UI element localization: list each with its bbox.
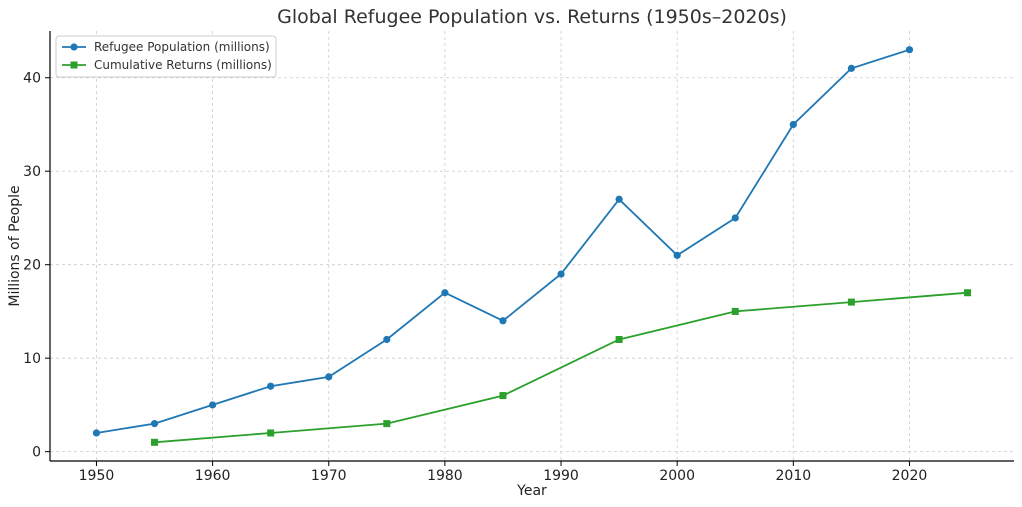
x-tick-label-1950: 1950 — [79, 468, 115, 484]
y-tick-label-0: 0 — [32, 445, 41, 461]
axes — [49, 31, 1014, 462]
x-axis-label: Year — [516, 483, 547, 499]
series-2-point-2015 — [847, 298, 855, 306]
series-1-point-1975 — [383, 335, 391, 344]
series-2-point-1985 — [499, 392, 507, 400]
legend-marker-1 — [70, 43, 78, 51]
y-tick-label-10: 10 — [23, 351, 41, 367]
x-tick-label-2010: 2010 — [776, 468, 812, 484]
series-1-point-1965 — [267, 382, 275, 390]
series-1-point-1995 — [615, 195, 623, 203]
x-tick-label-1980: 1980 — [427, 468, 463, 484]
series-1-point-1985 — [499, 317, 507, 325]
legend-box — [55, 35, 277, 78]
y-tick-label-30: 30 — [23, 164, 41, 180]
series-1-point-1970 — [325, 373, 333, 381]
x-tick-label-2000: 2000 — [659, 468, 695, 484]
y-tick-label-40: 40 — [23, 71, 41, 87]
y-axis-ticks: 0 10 20 30 40 — [23, 71, 50, 461]
x-tick-label-1990: 1990 — [543, 468, 579, 484]
series-2-point-1965 — [267, 429, 275, 437]
x-tick-label-2020: 2020 — [892, 468, 928, 484]
x-tick-label-1970: 1970 — [311, 468, 347, 484]
series-1-point-1960 — [209, 401, 217, 409]
series-2-point-2005 — [731, 307, 739, 315]
series-1-point-2005 — [731, 214, 739, 222]
data-series — [92, 46, 972, 446]
chart-title: Global Refugee Population vs. Returns (1… — [277, 6, 787, 28]
legend-marker-2 — [70, 61, 78, 69]
chart-legend: Refugee Population (millions) Cumulative … — [55, 35, 277, 78]
series-2-line — [154, 291, 968, 444]
series-1-point-1955 — [150, 420, 159, 428]
x-axis-ticks: 1950 1960 1970 1980 1990 2000 2010 2020 — [79, 461, 928, 484]
series-1-point-2015 — [847, 64, 855, 72]
y-tick-label-20: 20 — [23, 258, 41, 274]
series-1-point-2020 — [905, 46, 914, 54]
series-1-point-1990 — [557, 270, 565, 278]
x-tick-label-1960: 1960 — [195, 468, 231, 484]
series-2-point-2025 — [964, 289, 972, 297]
y-axis-label: Millions of People — [7, 185, 23, 306]
legend-label-2: Cumulative Returns (millions) — [94, 58, 272, 72]
series-2-point-1995 — [615, 335, 623, 343]
gridlines — [50, 31, 1014, 461]
series-1-point-2010 — [789, 120, 797, 129]
series-1 — [92, 46, 914, 437]
series-1-point-1950 — [92, 429, 101, 437]
series-1-point-1980 — [441, 289, 449, 297]
legend-label-1: Refugee Population (millions) — [94, 40, 270, 54]
series-1-point-2000 — [673, 251, 681, 259]
series-2-point-1955 — [151, 438, 159, 446]
series-2 — [151, 289, 972, 446]
series-2-point-1975 — [383, 420, 391, 428]
